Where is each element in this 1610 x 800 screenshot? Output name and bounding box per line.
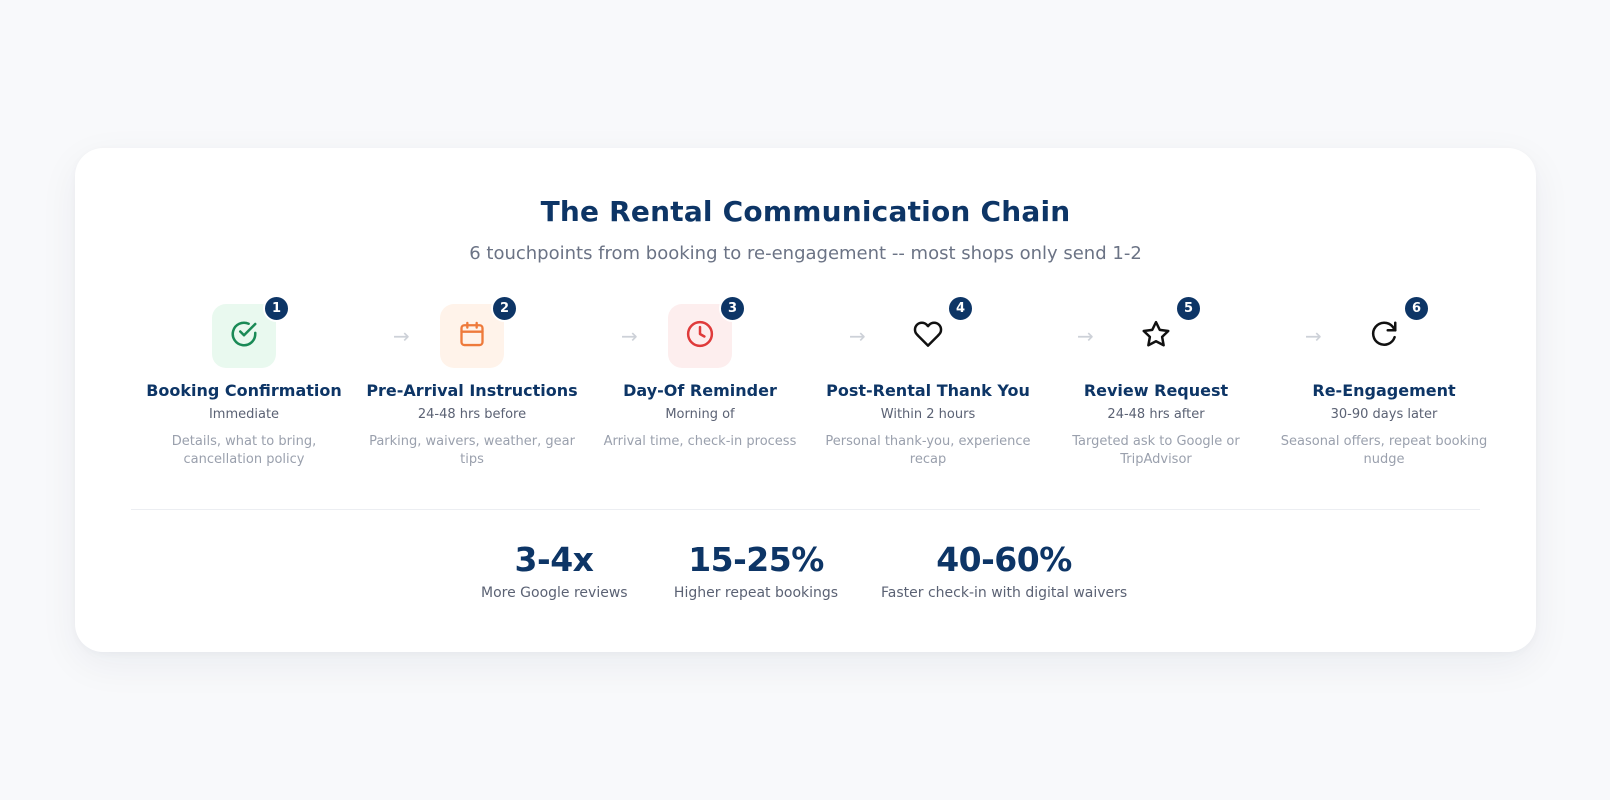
stat-repeat-bookings: 15-25% Higher repeat bookings (673, 540, 839, 601)
step-description: Seasonal offers, repeat booking nudge (1280, 434, 1488, 467)
step-timing: 24-48 hrs after (1107, 407, 1205, 422)
step-day-of-reminder: 3 Day-Of Reminder Morning of Arrival tim… (586, 295, 814, 451)
step-timing: Within 2 hours (880, 407, 976, 422)
stat-google-reviews: 3-4x More Google reviews (481, 540, 628, 601)
step-icon-box: 5 (1124, 295, 1202, 368)
step-title: Pre-Arrival Instructions (366, 381, 578, 400)
step-title: Day-Of Reminder (623, 381, 777, 400)
step-review-request: 5 Review Request 24-48 hrs after Targete… (1042, 295, 1270, 469)
step-title: Re-Engagement (1312, 381, 1456, 400)
step-number-badge: 5 (1175, 295, 1202, 322)
stat-value: 40-60% (936, 540, 1072, 579)
stat-value: 15-25% (688, 540, 824, 579)
page-subtitle: 6 touchpoints from booking to re-engagem… (469, 243, 1142, 264)
clock-icon (685, 319, 715, 353)
step-icon-box: 3 (668, 295, 746, 368)
page-title: The Rental Communication Chain (540, 195, 1071, 228)
stat-label: Faster check-in with digital waivers (881, 585, 1128, 601)
step-timing: Morning of (665, 407, 735, 422)
step-number-badge: 1 (263, 295, 290, 322)
step-pre-arrival-instructions: 2 Pre-Arrival Instructions 24-48 hrs bef… (358, 295, 586, 469)
step-number-badge: 2 (491, 295, 518, 322)
step-title: Booking Confirmation (146, 381, 342, 400)
step-title: Review Request (1083, 381, 1229, 400)
step-icon-box: 4 (896, 295, 974, 368)
arrow-icon: → (849, 324, 866, 348)
step-description: Details, what to bring, cancellation pol… (171, 434, 317, 467)
stat-label: More Google reviews (481, 585, 628, 601)
steps-row: 1 Booking Confirmation Immediate Details… (130, 295, 1500, 478)
stat-label: Higher repeat bookings (673, 585, 839, 601)
refresh-icon (1369, 319, 1399, 353)
step-description: Personal thank-you, experience recap (825, 434, 1031, 467)
step-icon-box: 6 (1352, 295, 1430, 368)
step-icon-box: 2 (440, 295, 518, 368)
stat-value: 3-4x (514, 540, 594, 579)
star-icon (1141, 319, 1171, 353)
heart-icon (913, 319, 943, 353)
step-description: Arrival time, check-in process (603, 434, 797, 449)
arrow-icon: → (1077, 324, 1094, 348)
step-number-badge: 4 (947, 295, 974, 322)
step-re-engagement: 6 Re-Engagement 30-90 days later Seasona… (1270, 295, 1498, 469)
arrow-icon: → (1305, 324, 1322, 348)
step-timing: 30-90 days later (1330, 407, 1438, 422)
stats-row: 3-4x More Google reviews 15-25% Higher r… (75, 540, 1536, 610)
arrow-icon: → (393, 324, 410, 348)
step-number-badge: 3 (719, 295, 746, 322)
section-divider (131, 509, 1480, 510)
check-circle-icon (229, 319, 259, 353)
step-timing: Immediate (208, 407, 280, 422)
step-icon-box: 1 (212, 295, 290, 368)
step-timing: 24-48 hrs before (417, 407, 527, 422)
step-booking-confirmation: 1 Booking Confirmation Immediate Details… (130, 295, 358, 469)
arrow-icon: → (621, 324, 638, 348)
step-number-badge: 6 (1403, 295, 1430, 322)
step-description: Parking, waivers, weather, gear tips (369, 434, 575, 467)
communication-chain-card: The Rental Communication Chain 6 touchpo… (75, 148, 1536, 652)
step-description: Targeted ask to Google or TripAdvisor (1072, 434, 1240, 467)
stat-faster-check-in: 40-60% Faster check-in with digital waiv… (881, 540, 1127, 601)
step-title: Post-Rental Thank You (826, 381, 1030, 400)
step-post-rental-thank-you: 4 Post-Rental Thank You Within 2 hours P… (814, 295, 1042, 469)
calendar-icon (458, 320, 486, 352)
